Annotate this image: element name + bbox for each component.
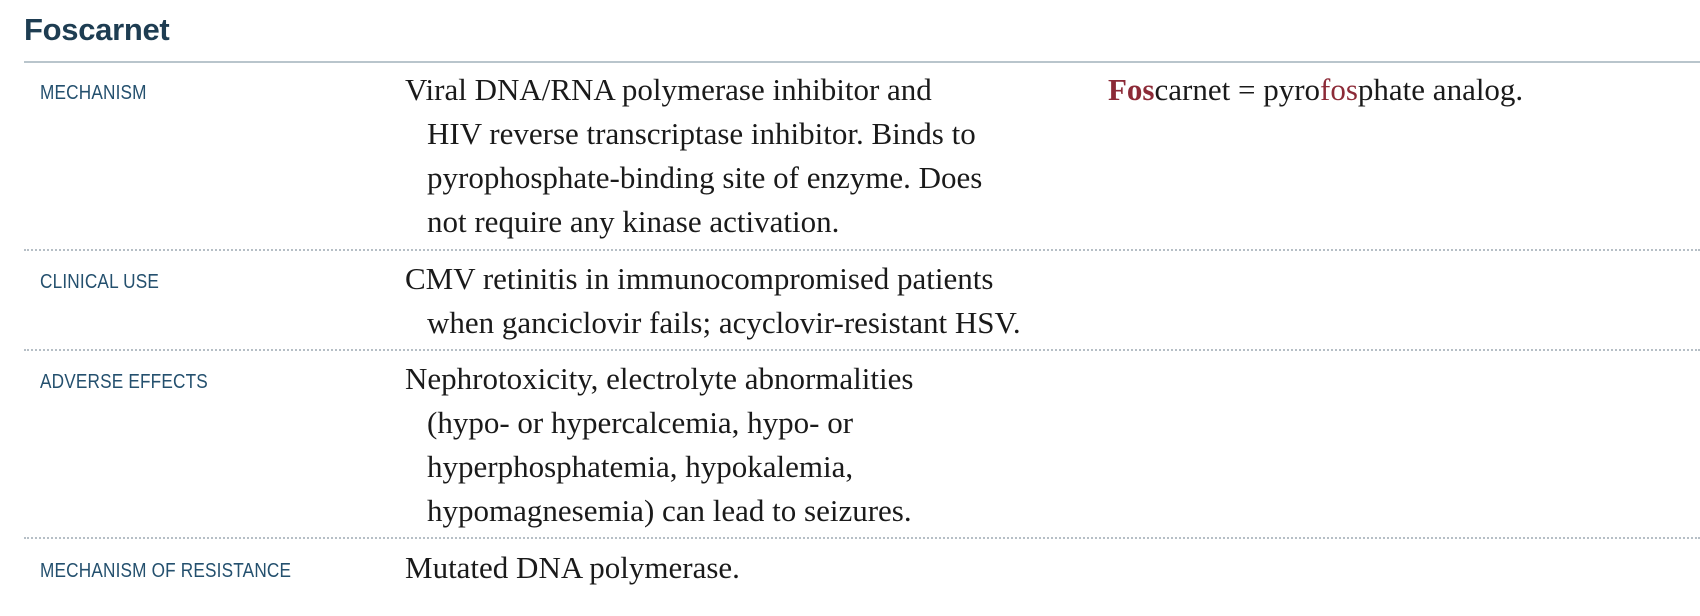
row-label-adverse-effects: ADVERSE EFFECTS	[40, 371, 208, 393]
body-line: pyrophosphate-binding site of enzyme. Do…	[427, 160, 983, 195]
body-line: Mutated DNA polymerase.	[405, 550, 740, 585]
row-label-mechanism-of-resistance: MECHANISM OF RESISTANCE	[40, 560, 292, 582]
row-body-mechanism: Viral DNA/RNA polymerase inhibitor and H…	[405, 68, 1105, 244]
row-divider	[24, 537, 1700, 539]
row-body-clinical-use: CMV retinitis in immunocompromised patie…	[405, 257, 1105, 345]
body-line: not require any kinase activation.	[427, 204, 840, 239]
body-line: Viral DNA/RNA polymerase inhibitor and	[405, 72, 932, 107]
body-line: hypomagnesemia) can lead to seizures.	[427, 493, 912, 528]
body-line: Nephrotoxicity, electrolyte abnormalitie…	[405, 361, 914, 396]
body-line: HIV reverse transcriptase inhibitor. Bin…	[427, 116, 976, 151]
mnemonic-text: phate analog.	[1357, 72, 1524, 107]
mnemonic-highlight: fos	[1320, 72, 1358, 107]
mnemonic-text: carnet = pyro	[1154, 72, 1321, 107]
body-line: when ganciclovir fails; acyclovir-resist…	[427, 305, 1021, 340]
mnemonic-highlight: Fos	[1108, 72, 1155, 107]
drug-title: Foscarnet	[24, 12, 170, 47]
title-divider	[24, 61, 1700, 63]
row-body-adverse-effects: Nephrotoxicity, electrolyte abnormalitie…	[405, 357, 1105, 533]
row-label-mechanism: MECHANISM	[40, 82, 147, 104]
row-label-clinical-use: CLINICAL USE	[40, 271, 160, 293]
mnemonic-note: Foscarnet = pyrofosphate analog.	[1108, 68, 1523, 112]
body-line: hyperphosphatemia, hypokalemia,	[427, 449, 854, 484]
body-line: CMV retinitis in immunocompromised patie…	[405, 261, 994, 296]
row-body-mechanism-of-resistance: Mutated DNA polymerase.	[405, 546, 1105, 590]
body-line: (hypo- or hypercalcemia, hypo- or	[427, 405, 854, 440]
row-divider	[24, 249, 1700, 251]
row-divider	[24, 349, 1700, 351]
